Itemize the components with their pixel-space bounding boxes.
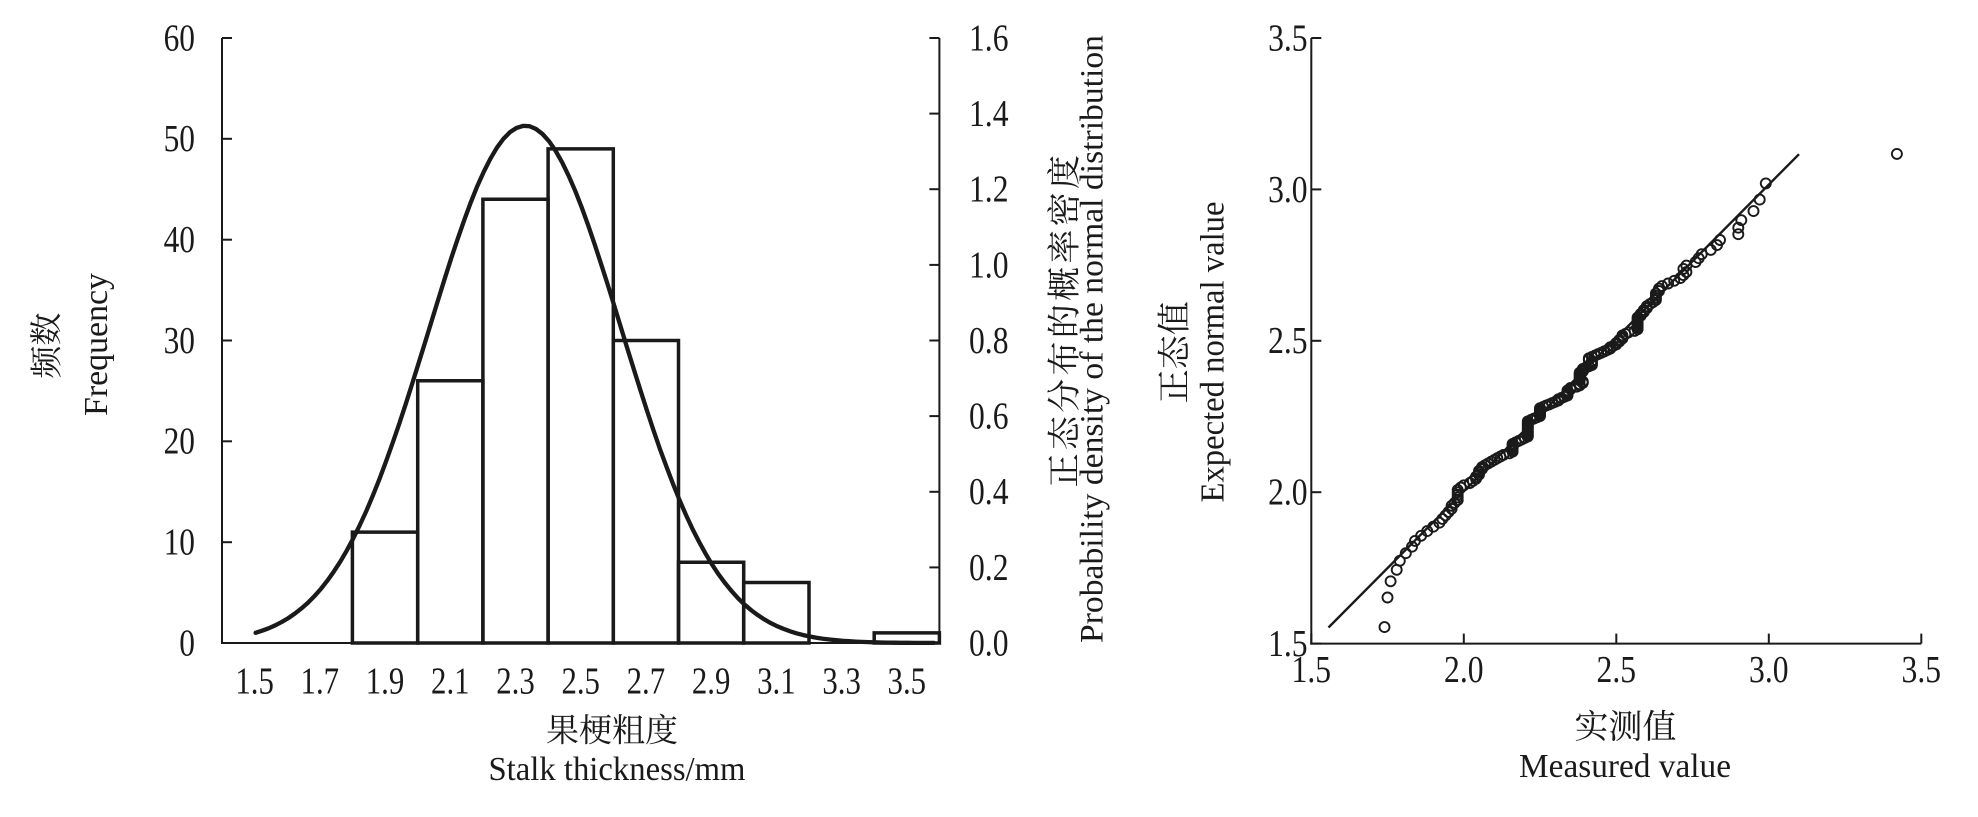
svg-text:1.0: 1.0 [969,244,1009,286]
svg-text:10: 10 [164,522,195,564]
svg-text:0.8: 0.8 [969,320,1009,362]
svg-text:2.5: 2.5 [561,661,600,703]
svg-text:0.6: 0.6 [969,396,1009,438]
svg-text:60: 60 [164,17,195,59]
svg-text:2.1: 2.1 [431,661,470,703]
svg-text:2.7: 2.7 [627,661,666,703]
svg-text:50: 50 [164,118,195,160]
svg-text:3.5: 3.5 [1268,17,1308,59]
svg-text:1.6: 1.6 [969,17,1009,59]
svg-text:1.2: 1.2 [969,169,1009,211]
svg-text:0.4: 0.4 [969,471,1009,513]
svg-text:3.0: 3.0 [1749,649,1789,691]
svg-text:1.4: 1.4 [969,93,1009,135]
svg-text:Expected normal value: Expected normal value [1195,202,1232,503]
svg-text:40: 40 [164,219,195,261]
svg-text:2.0: 2.0 [1444,649,1484,691]
svg-text:2.0: 2.0 [1268,472,1308,514]
svg-text:1.7: 1.7 [301,661,340,703]
svg-text:1.5: 1.5 [1268,623,1308,665]
svg-text:1.5: 1.5 [235,661,274,703]
svg-text:0: 0 [179,622,195,664]
svg-text:2.5: 2.5 [1597,649,1637,691]
svg-text:3.5: 3.5 [1902,649,1942,691]
svg-text:3.3: 3.3 [822,661,861,703]
svg-text:3.5: 3.5 [888,661,927,703]
svg-text:2.5: 2.5 [1268,320,1308,362]
svg-text:30: 30 [164,320,195,362]
svg-text:20: 20 [164,421,195,463]
svg-text:Frequency: Frequency [78,273,115,416]
svg-text:1.5: 1.5 [1292,649,1332,691]
svg-text:Stalk thickness/mm: Stalk thickness/mm [489,751,746,788]
svg-text:2.3: 2.3 [496,661,535,703]
svg-text:0.2: 0.2 [969,547,1009,589]
svg-text:1.9: 1.9 [366,661,405,703]
svg-text:Probability density of the nor: Probability density of the normal distri… [1075,35,1111,643]
svg-text:3.0: 3.0 [1268,169,1308,211]
svg-text:0.0: 0.0 [969,622,1009,664]
svg-text:3.1: 3.1 [757,661,796,703]
svg-text:2.9: 2.9 [692,661,731,703]
svg-text:Measured value: Measured value [1519,748,1731,785]
